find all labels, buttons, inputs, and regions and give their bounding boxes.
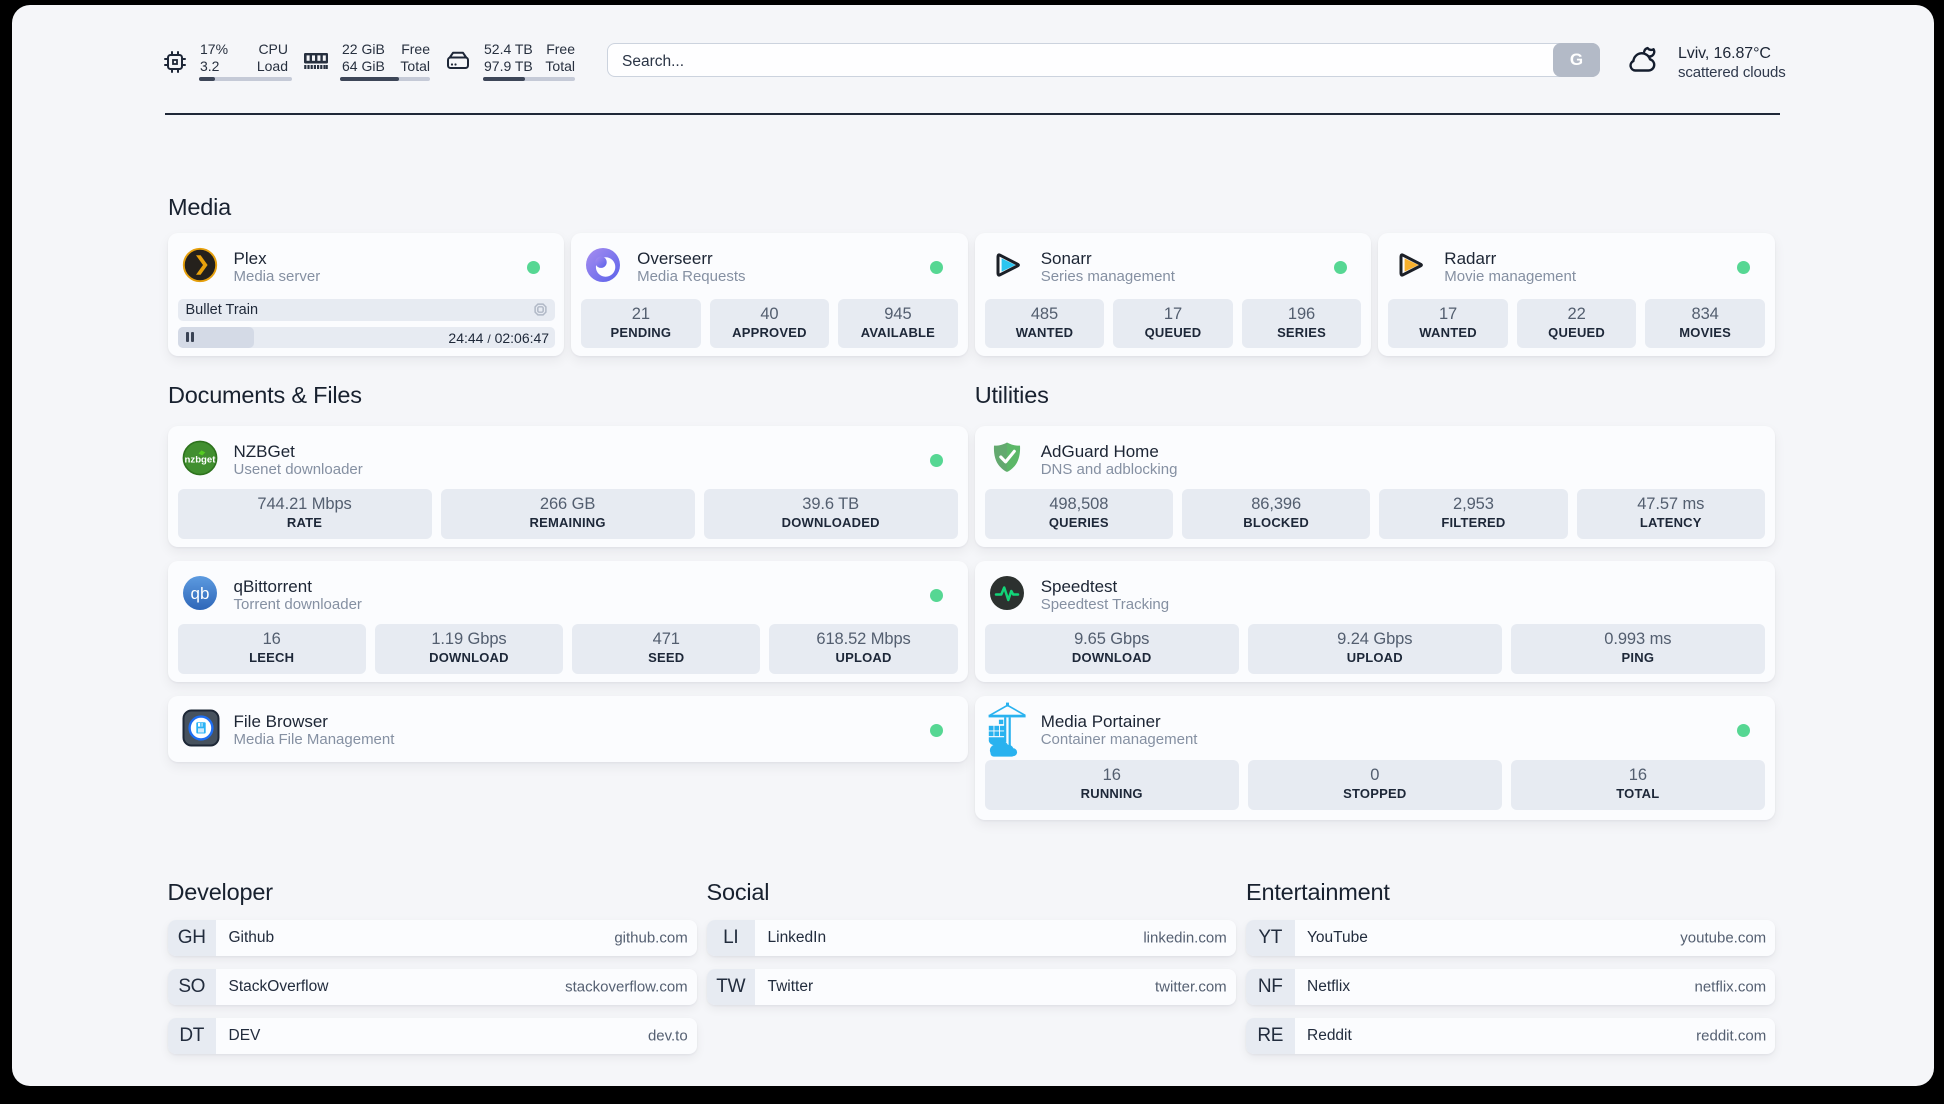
svg-text:nzbget: nzbget (184, 455, 216, 466)
svg-text:qb: qb (190, 584, 209, 603)
